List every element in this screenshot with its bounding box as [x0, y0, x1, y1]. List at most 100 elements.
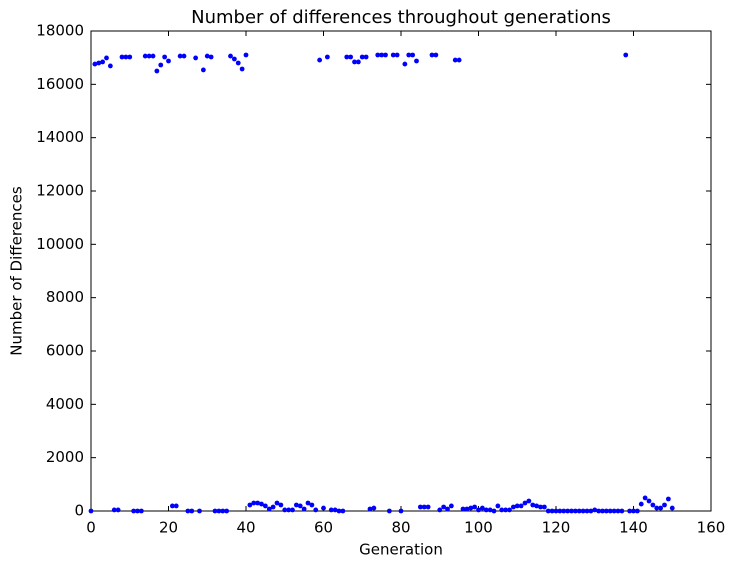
- point: [115, 507, 121, 513]
- point: [398, 508, 404, 514]
- point: [421, 504, 427, 510]
- point: [499, 507, 505, 513]
- point: [251, 500, 257, 506]
- point: [328, 507, 334, 513]
- point: [371, 505, 377, 511]
- point: [491, 508, 497, 514]
- point: [231, 56, 237, 62]
- point: [445, 506, 450, 512]
- point: [553, 508, 559, 514]
- point: [119, 54, 125, 60]
- point: [131, 508, 137, 514]
- point: [278, 502, 284, 508]
- point: [538, 504, 543, 510]
- point: [634, 508, 640, 514]
- point: [565, 508, 571, 514]
- y-tick-label: 0: [74, 502, 84, 520]
- point: [654, 505, 660, 511]
- point: [456, 57, 462, 63]
- y-tick-label: 4000: [46, 395, 84, 413]
- point: [557, 508, 563, 514]
- point: [193, 55, 199, 61]
- point: [414, 58, 419, 64]
- point: [402, 61, 408, 67]
- point: [324, 54, 330, 60]
- point: [169, 503, 175, 509]
- point: [627, 508, 633, 514]
- point: [510, 504, 516, 510]
- point: [658, 505, 664, 511]
- point: [619, 508, 625, 514]
- y-tick-label: 16000: [36, 75, 84, 93]
- point: [301, 506, 307, 512]
- point: [220, 508, 226, 514]
- point: [305, 500, 311, 506]
- point: [142, 53, 148, 59]
- point: [367, 506, 373, 512]
- point: [464, 506, 470, 512]
- y-tick-label: 14000: [36, 128, 84, 146]
- point: [607, 508, 613, 514]
- x-tick-label: 160: [697, 519, 726, 537]
- point: [270, 504, 276, 510]
- point: [181, 53, 187, 59]
- x-tick-label: 0: [86, 519, 96, 537]
- point: [282, 507, 288, 513]
- point: [297, 503, 303, 509]
- point: [472, 504, 478, 510]
- point: [317, 57, 323, 63]
- point: [336, 508, 342, 514]
- point: [150, 53, 156, 59]
- point: [483, 507, 489, 513]
- point: [123, 54, 129, 60]
- point: [386, 508, 392, 514]
- point: [162, 54, 168, 60]
- x-tick-label: 140: [619, 519, 648, 537]
- point: [406, 52, 412, 58]
- point: [650, 502, 656, 508]
- point: [433, 52, 439, 58]
- point: [495, 503, 501, 509]
- point: [379, 52, 385, 58]
- point: [255, 500, 261, 506]
- point: [135, 508, 140, 514]
- point: [262, 503, 268, 509]
- point: [228, 53, 233, 59]
- point: [487, 507, 493, 513]
- point: [638, 501, 644, 507]
- point: [274, 500, 280, 506]
- y-axis-label: Number of Differences: [8, 186, 26, 356]
- point: [173, 503, 179, 509]
- point: [309, 502, 315, 508]
- point: [212, 508, 218, 514]
- point: [216, 508, 222, 514]
- point: [584, 508, 590, 514]
- point: [104, 55, 109, 61]
- point: [526, 498, 532, 504]
- x-tick-label: 80: [391, 519, 410, 537]
- point: [534, 503, 540, 509]
- point: [344, 54, 350, 60]
- point: [507, 507, 512, 513]
- x-axis-label: Generation: [359, 541, 443, 559]
- point: [146, 53, 152, 59]
- point: [127, 54, 133, 60]
- point: [662, 502, 667, 508]
- point: [425, 504, 431, 510]
- x-tick-label: 100: [464, 519, 493, 537]
- point: [561, 508, 567, 514]
- point: [290, 507, 295, 513]
- point: [669, 505, 675, 511]
- point: [631, 508, 636, 514]
- point: [518, 503, 524, 509]
- point: [441, 504, 447, 510]
- x-tick-label: 120: [542, 519, 571, 537]
- point: [224, 508, 230, 514]
- chart-title: Number of differences throughout generat…: [191, 7, 611, 28]
- point: [138, 508, 144, 514]
- point: [185, 508, 191, 514]
- point: [189, 508, 195, 514]
- point: [235, 60, 241, 66]
